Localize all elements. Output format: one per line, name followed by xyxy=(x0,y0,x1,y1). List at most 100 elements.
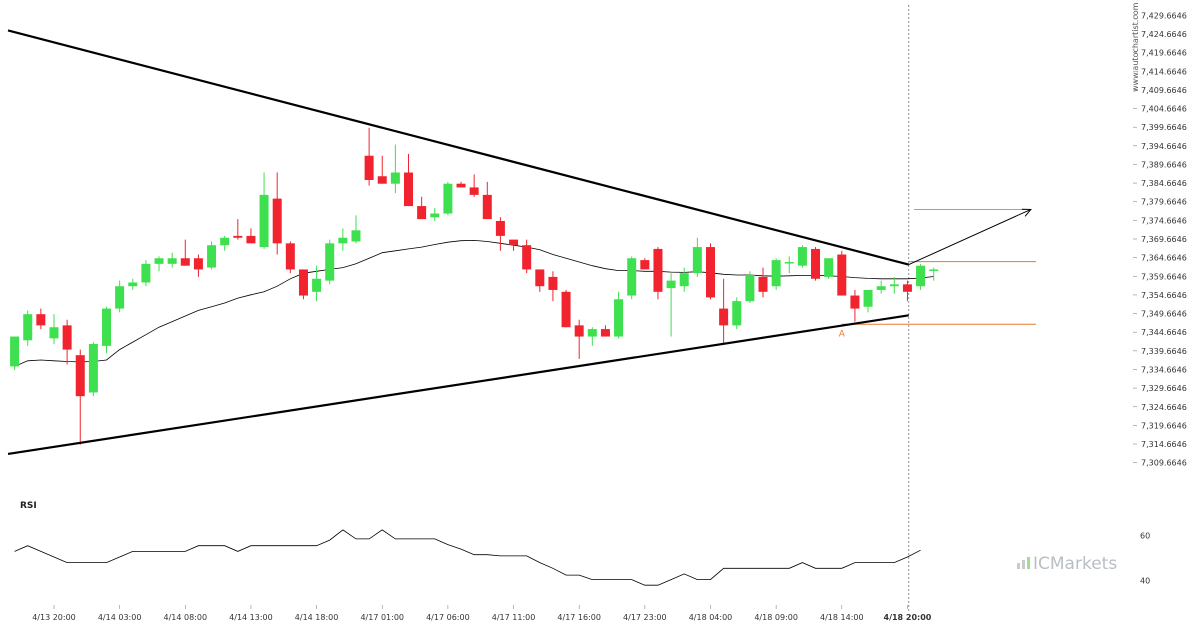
point-label-a: A xyxy=(839,330,846,340)
time-tick-label: 4/14 18:00 xyxy=(295,613,339,622)
candle-body xyxy=(469,187,479,195)
candle-body xyxy=(771,260,781,287)
candle-body xyxy=(88,343,98,393)
candle xyxy=(351,215,361,244)
price-tick-label: 7,344.6646 xyxy=(1141,328,1187,337)
candle-body xyxy=(929,269,939,271)
time-tick-label: 4/18 09:00 xyxy=(754,613,798,622)
candle xyxy=(824,258,834,279)
candle xyxy=(62,319,72,365)
candle-body xyxy=(10,336,20,367)
candle xyxy=(36,308,46,330)
candle-body xyxy=(745,275,755,302)
time-tick-label: 4/18 04:00 xyxy=(689,613,733,622)
candle-body xyxy=(666,280,676,289)
candle-body xyxy=(62,325,72,350)
candle-body xyxy=(351,230,361,242)
candle xyxy=(679,267,689,292)
candle-body xyxy=(390,172,400,184)
rsi-tick-label: 60 xyxy=(1140,532,1150,541)
candle-body xyxy=(128,282,138,287)
candle xyxy=(141,260,151,287)
candle-body xyxy=(732,301,742,326)
candle-body xyxy=(495,220,505,236)
rsi-title: RSI xyxy=(20,501,37,511)
candle xyxy=(417,196,427,220)
candle xyxy=(338,228,348,251)
candle-body xyxy=(811,248,821,279)
candle-body xyxy=(600,329,610,337)
candle-body xyxy=(614,299,624,337)
candle xyxy=(509,239,519,251)
candle-body xyxy=(902,284,912,292)
candle-body xyxy=(876,286,886,290)
candle xyxy=(49,314,59,344)
candle-body xyxy=(758,276,768,292)
price-tick-label: 7,429.6646 xyxy=(1141,11,1187,20)
candle xyxy=(285,241,295,274)
candle xyxy=(876,280,886,294)
candle xyxy=(574,319,584,359)
candle-body xyxy=(482,194,492,220)
candle-body xyxy=(259,194,269,248)
price-tick-label: 7,379.6646 xyxy=(1141,198,1187,207)
candle xyxy=(469,174,479,197)
candle-body xyxy=(154,258,164,264)
time-tick-label: 4/14 08:00 xyxy=(164,613,208,622)
candle xyxy=(167,252,177,268)
price-tick-label: 7,419.6646 xyxy=(1141,49,1187,58)
price-tick-label: 7,324.6646 xyxy=(1141,403,1187,412)
price-tick-label: 7,404.6646 xyxy=(1141,105,1187,114)
candle xyxy=(10,336,20,371)
brand-name: ICMarkets xyxy=(1033,554,1117,574)
candle-body xyxy=(325,243,335,281)
candle-body xyxy=(193,258,203,270)
candle-body xyxy=(220,237,230,246)
candle xyxy=(456,181,466,188)
triangle-pattern xyxy=(7,29,910,456)
candle xyxy=(889,276,899,294)
candle xyxy=(561,289,571,328)
candle xyxy=(745,271,755,303)
time-tick-label: 4/17 11:00 xyxy=(492,613,536,622)
candle xyxy=(404,153,413,207)
candle-body xyxy=(312,278,322,292)
candle-body xyxy=(863,289,873,307)
price-tick-label: 7,374.6646 xyxy=(1141,216,1187,225)
candle-body xyxy=(916,265,926,287)
candle xyxy=(929,267,939,281)
candle-body xyxy=(338,237,348,244)
price-axis: 7,429.6646 7,424.6646 7,419.6646 7,414.6646… xyxy=(1133,11,1187,468)
candle xyxy=(128,278,138,290)
candle xyxy=(837,250,847,296)
trendline-support xyxy=(7,314,909,456)
candle-body xyxy=(784,261,794,264)
candle xyxy=(811,247,821,281)
price-tick-label: 7,354.6646 xyxy=(1141,291,1187,300)
candle-body xyxy=(430,213,440,218)
candle xyxy=(482,181,492,220)
moving-average-line xyxy=(14,239,934,367)
watermark-url: www.autochartist.com xyxy=(1131,2,1140,92)
candlesticks xyxy=(10,127,939,445)
time-tick-label: 4/14 03:00 xyxy=(98,613,142,622)
candle xyxy=(522,239,532,274)
candle xyxy=(916,263,926,290)
candle-body xyxy=(797,247,807,266)
candle xyxy=(154,256,164,272)
candle xyxy=(233,219,243,240)
candle xyxy=(666,273,676,337)
price-tick-label: 7,349.6646 xyxy=(1141,310,1187,319)
rsi-tick-label: 40 xyxy=(1140,577,1150,586)
price-tick-label: 7,369.6646 xyxy=(1141,235,1187,244)
candle xyxy=(272,172,282,255)
candle xyxy=(220,235,230,251)
candle-body xyxy=(364,155,374,180)
candle-body xyxy=(417,206,427,220)
candle-body xyxy=(509,239,519,246)
candle xyxy=(430,207,440,221)
rsi-line xyxy=(14,529,921,586)
candle xyxy=(298,269,308,300)
candle-body xyxy=(167,258,177,264)
